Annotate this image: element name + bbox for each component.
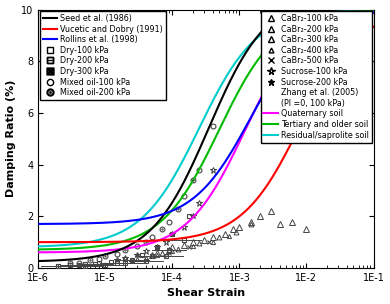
X-axis label: Shear Strain: Shear Strain <box>167 288 245 299</box>
Y-axis label: Damping Ratio (%): Damping Ratio (%) <box>5 80 16 198</box>
Legend: CaBr₂-100 kPa, CaBr₂-200 kPa, CaBr₂-300 kPa, CaBr₂-400 kPa, CaBr₂-500 kPa, Sucro: CaBr₂-100 kPa, CaBr₂-200 kPa, CaBr₂-300 … <box>261 11 372 143</box>
